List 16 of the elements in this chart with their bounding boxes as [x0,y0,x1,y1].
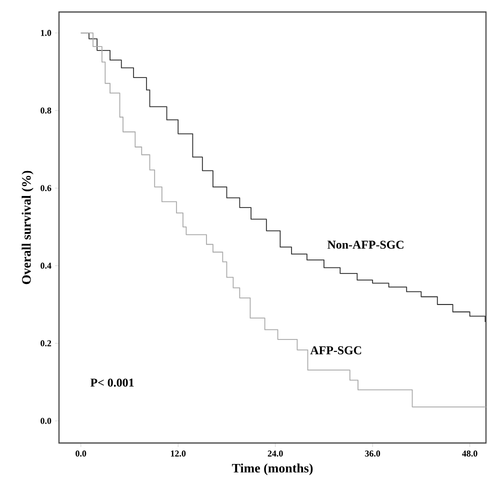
series-label: Non-AFP-SGC [328,240,404,249]
y-axis-title: Overall survival (%) [22,170,34,284]
y-tick-label: 0.6 [40,185,52,192]
series-label: AFP-SGC [310,346,362,354]
x-tick-label: 12.0 [171,450,186,457]
y-tick-label: 0.2 [40,340,52,346]
x-tick-label: 0.0 [76,450,86,457]
x-tick-label: 36.0 [365,450,380,457]
y-tick-label: 1.0 [41,30,52,36]
y-tick-label: 0.4 [40,262,52,269]
x-tick-label: 24.0 [268,450,284,457]
x-tick-label: 48.0 [462,450,478,457]
y-tick-label: 0.8 [40,107,52,114]
annotation: P< 0.001 [90,378,134,387]
x-axis-title: Time (months) [232,463,313,476]
y-tick-label: 0.0 [40,418,52,424]
